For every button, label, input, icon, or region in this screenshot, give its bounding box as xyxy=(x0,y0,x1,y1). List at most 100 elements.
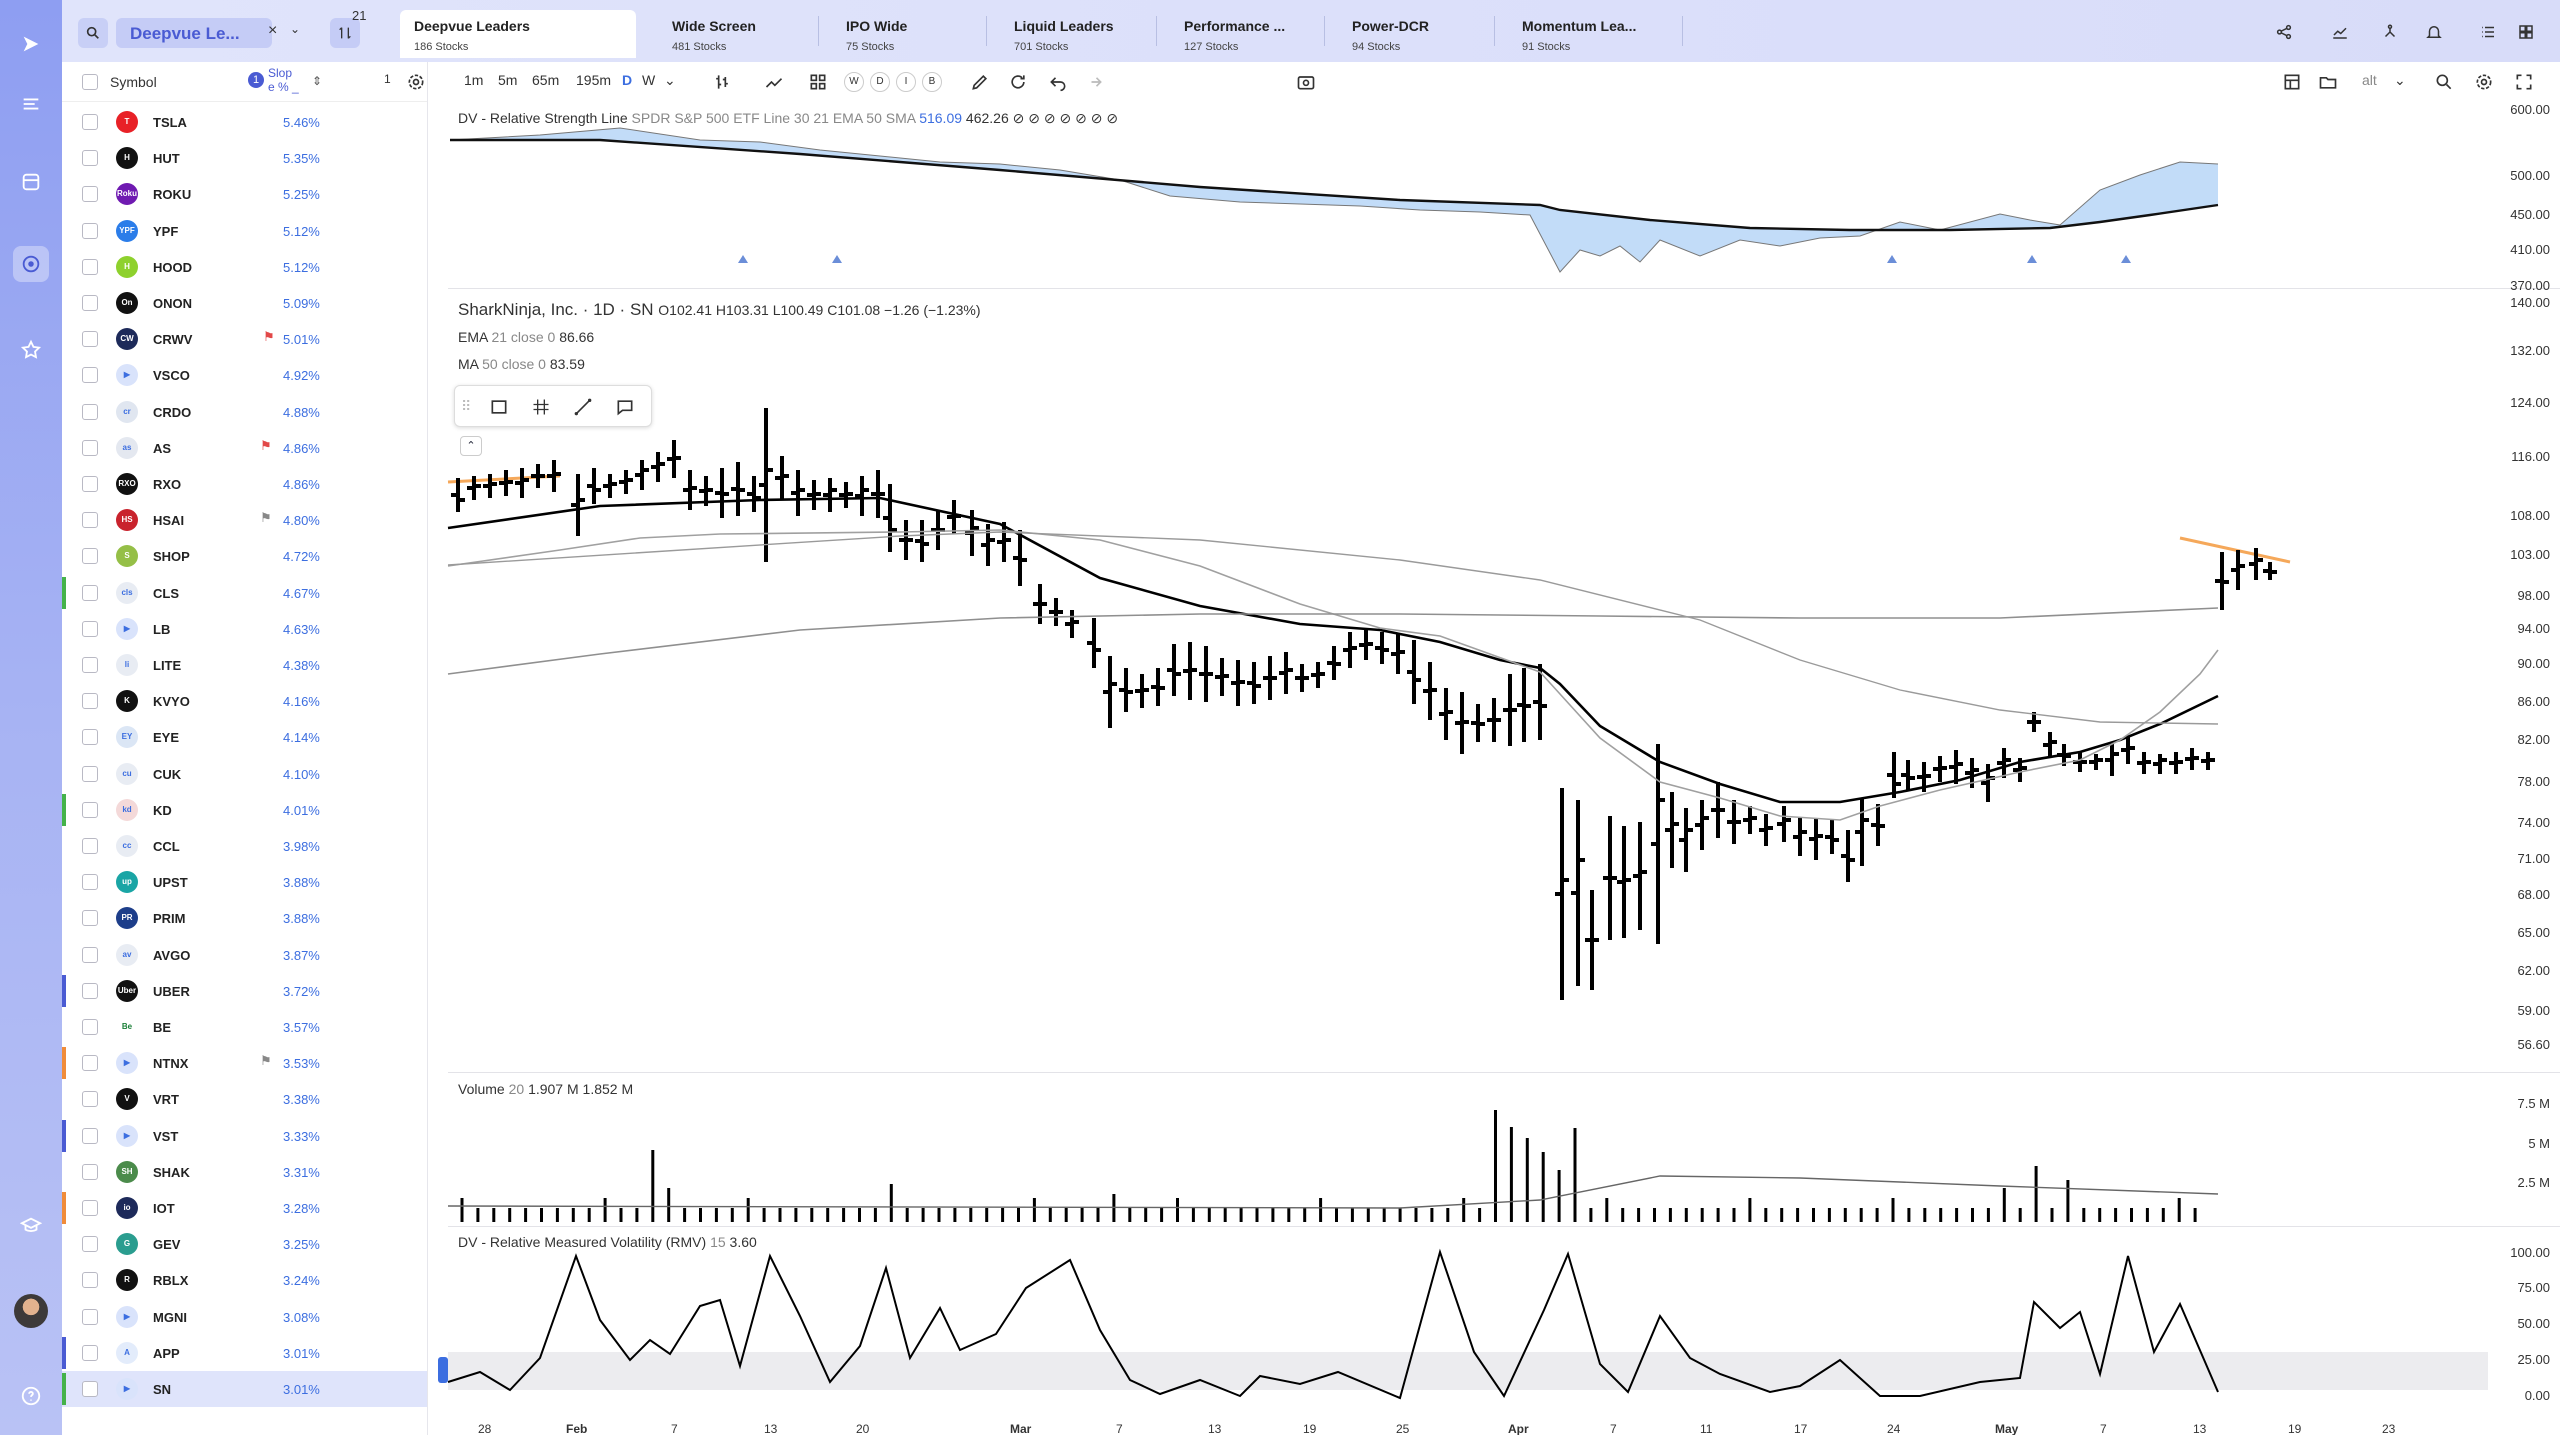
watchlist-row[interactable]: ▶ VSCO 4.92% xyxy=(62,357,428,393)
row-checkbox[interactable] xyxy=(82,801,98,818)
row-checkbox[interactable] xyxy=(82,765,98,782)
pane-separator[interactable] xyxy=(448,1072,2560,1073)
row-checkbox[interactable] xyxy=(82,1272,98,1289)
row-checkbox[interactable] xyxy=(82,1127,98,1144)
row-checkbox[interactable] xyxy=(82,114,98,130)
row-checkbox[interactable] xyxy=(82,946,98,963)
row-checkbox[interactable] xyxy=(82,729,98,746)
row-checkbox[interactable] xyxy=(82,1163,98,1180)
watchlist-row[interactable]: T TSLA 5.46% xyxy=(62,104,428,140)
watchlist-row[interactable]: Uber UBER 3.72% xyxy=(62,973,428,1009)
slope-column-header[interactable]: Slop e % _ xyxy=(268,66,299,94)
watchlist-row[interactable]: SH SHAK 3.31% xyxy=(62,1154,428,1190)
pane-separator[interactable] xyxy=(448,288,2560,289)
row-checkbox[interactable] xyxy=(82,693,98,710)
indicators-icon[interactable] xyxy=(764,72,784,92)
logo-icon[interactable] xyxy=(13,26,49,62)
redo-icon[interactable] xyxy=(1084,72,1104,92)
pencil-icon[interactable] xyxy=(970,72,990,92)
watchlist-row[interactable]: cls CLS 4.67% xyxy=(62,575,428,611)
toggle-i[interactable]: I xyxy=(896,72,916,92)
drag-handle-icon[interactable]: ⠿ xyxy=(461,398,472,414)
tab-deepvue-leaders[interactable]: Deepvue Leaders 186 Stocks xyxy=(400,10,636,58)
note-tool-icon[interactable] xyxy=(615,397,635,417)
watchlist-row[interactable]: RXO RXO 4.86% xyxy=(62,466,428,502)
pane-scroll-handle[interactable] xyxy=(438,1357,448,1383)
watchlist-row[interactable]: ▶ LB 4.63% xyxy=(62,611,428,647)
row-checkbox[interactable] xyxy=(82,620,98,637)
watchlist-row[interactable]: A APP 3.01% xyxy=(62,1335,428,1371)
layout-icon[interactable] xyxy=(13,164,49,200)
collapse-legend-button[interactable]: ⌃ xyxy=(460,436,482,456)
sort-arrow-icon[interactable]: ⇕ xyxy=(312,74,323,88)
refresh-icon[interactable] xyxy=(1008,72,1028,92)
row-checkbox[interactable] xyxy=(82,838,98,854)
row-checkbox[interactable] xyxy=(82,150,98,167)
watchlist-row[interactable]: Roku ROKU 5.25% xyxy=(62,176,428,212)
undo-icon[interactable] xyxy=(1048,72,1068,92)
watchlist-row[interactable]: R RBLX 3.24% xyxy=(62,1262,428,1298)
share-icon[interactable] xyxy=(2272,20,2296,44)
watchlist-row[interactable]: li LITE 4.38% xyxy=(62,647,428,683)
list-icon[interactable] xyxy=(2476,20,2500,44)
watchlist-row[interactable]: cu CUK 4.10% xyxy=(62,756,428,792)
watchlist-row[interactable]: H HOOD 5.12% xyxy=(62,249,428,285)
row-checkbox[interactable] xyxy=(82,1019,98,1035)
row-checkbox[interactable] xyxy=(82,403,98,420)
flag-icon[interactable]: ⚑ xyxy=(260,510,272,526)
flag-icon[interactable]: ⚑ xyxy=(260,437,272,453)
row-checkbox[interactable] xyxy=(82,657,98,673)
row-checkbox[interactable] xyxy=(82,1308,98,1325)
interval-5m[interactable]: 5m xyxy=(498,72,518,88)
chart-settings-icon[interactable] xyxy=(2474,72,2494,92)
watchlist-row[interactable]: HS HSAI ⚑ 4.80% xyxy=(62,502,428,538)
clear-watchlist-icon[interactable]: × xyxy=(268,22,278,39)
line-chart-icon[interactable] xyxy=(2328,20,2352,44)
row-checkbox[interactable] xyxy=(82,1381,98,1397)
watchlist-row[interactable]: as AS ⚑ 4.86% xyxy=(62,430,428,466)
row-checkbox[interactable] xyxy=(82,186,98,203)
zoom-icon[interactable] xyxy=(2434,72,2454,92)
network-icon[interactable] xyxy=(2378,20,2402,44)
ma-legend[interactable]: MA 50 close 0 83.59 xyxy=(458,356,585,372)
watchlist-row[interactable]: av AVGO 3.87% xyxy=(62,937,428,973)
row-checkbox[interactable] xyxy=(82,258,98,275)
templates-icon[interactable] xyxy=(808,72,828,92)
watchlist-row[interactable]: cr CRDO 4.88% xyxy=(62,394,428,430)
search-button[interactable] xyxy=(78,18,108,48)
watchlist-row[interactable]: PR PRIM 3.88% xyxy=(62,900,428,936)
pane-separator[interactable] xyxy=(448,1226,2560,1227)
toggle-d[interactable]: D xyxy=(870,72,890,92)
row-checkbox[interactable] xyxy=(82,1344,98,1361)
tab-liquid-leaders[interactable]: Liquid Leaders 701 Stocks xyxy=(1000,10,1150,58)
fullscreen-icon[interactable] xyxy=(2514,72,2534,92)
star-icon[interactable] xyxy=(13,332,49,368)
watchlist-row[interactable]: YPF YPF 5.12% xyxy=(62,213,428,249)
toggle-b[interactable]: B xyxy=(922,72,942,92)
watchlist-row[interactable]: G GEV 3.25% xyxy=(62,1226,428,1262)
layout-grid-icon[interactable] xyxy=(2282,72,2302,92)
radar-icon[interactable] xyxy=(13,246,49,282)
tab-power-dcr[interactable]: Power-DCR 94 Stocks xyxy=(1338,10,1488,58)
watchlist-row[interactable]: ▶ SN 3.01% xyxy=(62,1371,428,1407)
row-checkbox[interactable] xyxy=(82,548,98,565)
toggle-w[interactable]: W xyxy=(844,72,864,92)
tab-performance[interactable]: Performance ... 127 Stocks xyxy=(1170,10,1320,58)
row-checkbox[interactable] xyxy=(82,874,98,891)
watchlist-row[interactable]: H HUT 5.35% xyxy=(62,140,428,176)
watchlist-row[interactable]: ▶ NTNX ⚑ 3.53% xyxy=(62,1045,428,1081)
row-checkbox[interactable] xyxy=(82,512,98,529)
row-checkbox[interactable] xyxy=(82,295,98,311)
interval-1m[interactable]: 1m xyxy=(464,72,484,88)
period-daily[interactable]: D xyxy=(622,72,633,88)
trendline-tool-icon[interactable] xyxy=(573,397,593,417)
fib-tool-icon[interactable] xyxy=(531,397,551,417)
avatar[interactable] xyxy=(14,1294,48,1328)
row-checkbox[interactable] xyxy=(82,910,98,927)
row-checkbox[interactable] xyxy=(82,1236,98,1253)
tab-ipo-wide[interactable]: IPO Wide 75 Stocks xyxy=(832,10,982,58)
watchlist-row[interactable]: io IOT 3.28% xyxy=(62,1190,428,1226)
bar-type-icon[interactable] xyxy=(712,72,732,92)
sidebar-divider[interactable] xyxy=(427,62,428,1435)
interval-195m[interactable]: 195m xyxy=(576,72,612,88)
